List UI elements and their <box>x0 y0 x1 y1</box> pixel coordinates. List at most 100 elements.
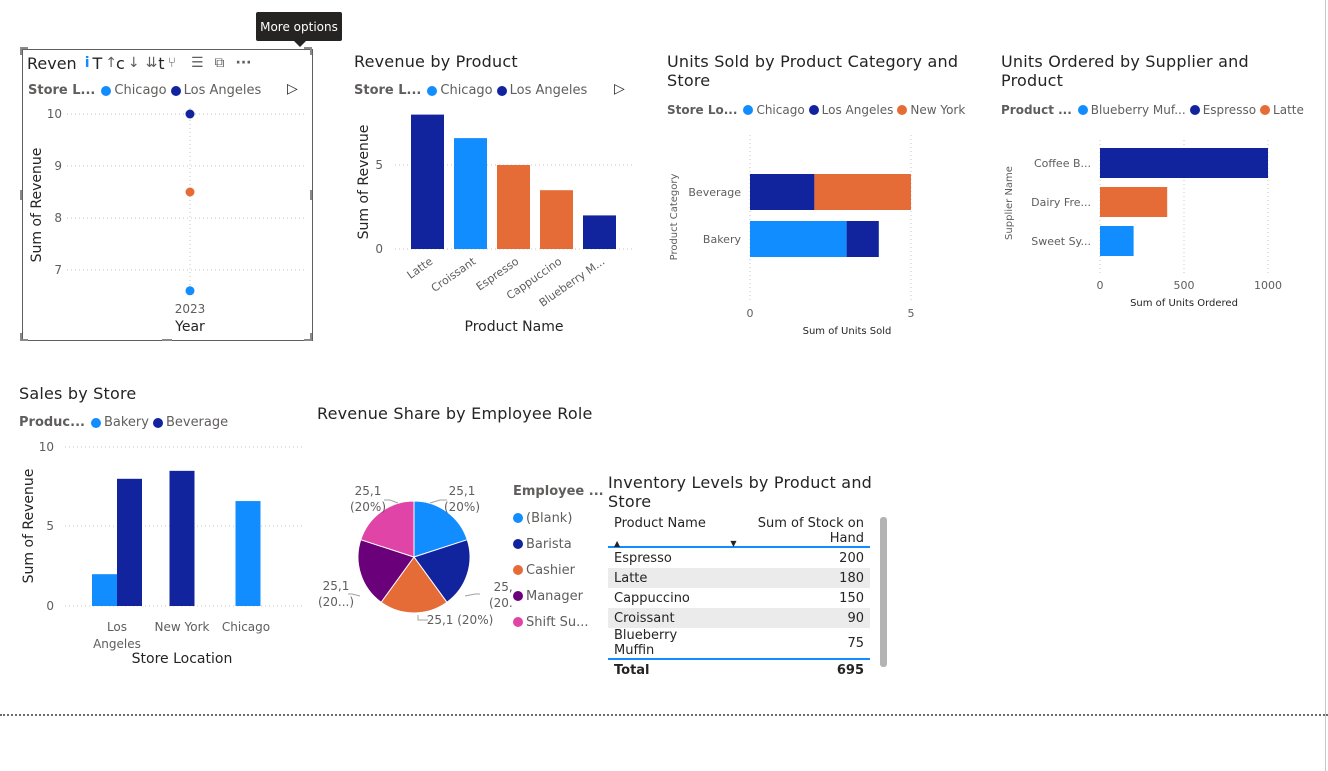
legend-item[interactable]: (Blank) <box>513 505 604 531</box>
legend-marker <box>427 85 438 96</box>
resize-handle[interactable] <box>20 190 22 200</box>
horizontal-bar-chart: Supplier Name Coffee B... Dairy Fre... Swe… <box>1004 140 1282 309</box>
scatter-points <box>185 109 195 296</box>
cell-stock: 150 <box>839 590 864 606</box>
legend-item[interactable]: Latte <box>1260 103 1304 117</box>
bar[interactable] <box>1100 148 1268 178</box>
table-row[interactable]: Espresso 200 <box>608 547 870 568</box>
info-icon[interactable]: i <box>84 55 90 71</box>
legend-item[interactable]: Cashier <box>513 557 604 583</box>
bar[interactable] <box>235 501 261 606</box>
visual-title: Revenue Share by Employee Role <box>317 404 593 423</box>
bar[interactable] <box>169 470 195 606</box>
column-header-product[interactable]: Product Name ▲ <box>614 516 706 548</box>
visual-header-toolbar: Reven i T ↑ c ↓ ⇊ t ⑂ ☰ ⧉ ··· <box>24 51 309 75</box>
column-header-stock[interactable]: Sum of Stock on Hand ▼ <box>730 516 864 548</box>
bar[interactable] <box>411 114 444 249</box>
legend-item[interactable]: Los Angeles <box>808 103 893 117</box>
y-tick-label: Dairy Fre... <box>1031 196 1091 209</box>
scatter-point[interactable] <box>185 187 195 197</box>
x-tick-label: New York <box>155 620 210 634</box>
visual-title: Units Ordered by Supplier and Product <box>1001 52 1249 90</box>
pie-slices <box>357 500 471 614</box>
visual-title-fragment: T <box>92 53 103 73</box>
legend-marker <box>513 539 523 549</box>
data-label: 25,1 <box>494 580 512 594</box>
filter-icon[interactable]: ☰ <box>190 55 204 71</box>
data-label: 25,1 <box>449 484 476 498</box>
bar[interactable] <box>1100 226 1134 256</box>
bar-segment[interactable] <box>750 221 847 257</box>
legend-item[interactable]: Chicago <box>743 103 805 117</box>
cell-product: Cappuccino <box>614 590 690 606</box>
page-edge-line <box>1325 0 1326 771</box>
legend-item[interactable]: New York <box>897 103 965 117</box>
bar[interactable] <box>117 478 142 606</box>
resize-handle[interactable] <box>304 47 312 49</box>
table-row[interactable]: Latte 180 <box>608 568 870 588</box>
legend-item[interactable]: Chicago <box>427 83 493 98</box>
bar[interactable] <box>497 165 530 249</box>
cell-stock: 180 <box>839 570 864 586</box>
drill-down-icon[interactable]: ↓ <box>127 55 140 71</box>
cell-stock: 75 <box>847 635 864 651</box>
resize-handle[interactable] <box>162 339 172 341</box>
table-row[interactable]: Blueberry Muffin 75 <box>608 628 870 659</box>
legend-item[interactable]: Blueberry Muf... <box>1077 103 1186 117</box>
bar[interactable] <box>583 215 616 249</box>
legend-item[interactable]: Beverage <box>152 415 228 430</box>
legend-item[interactable]: Manager <box>513 583 604 609</box>
y-tick-label: 5 <box>46 519 54 533</box>
legend-item[interactable]: Espresso <box>1189 103 1256 117</box>
resize-handle[interactable] <box>310 333 312 341</box>
bar-segment[interactable] <box>814 174 911 210</box>
table-row[interactable]: Cappuccino 150 <box>608 588 870 608</box>
y-tick-label: Beverage <box>688 186 741 199</box>
x-tick-label: 0 <box>1097 279 1104 292</box>
legend-item[interactable]: Los Angeles <box>170 83 261 98</box>
legend-item[interactable]: Bakery <box>90 415 149 430</box>
bar[interactable] <box>540 190 573 249</box>
resize-handle[interactable] <box>304 339 312 341</box>
legend-item[interactable]: Barista <box>513 531 604 557</box>
y-tick-label: Sweet Sy... <box>1031 235 1091 248</box>
drill-up-icon[interactable]: ↑ <box>105 55 118 71</box>
pie-slice[interactable] <box>380 556 448 614</box>
bar[interactable] <box>92 574 117 606</box>
more-options-icon[interactable]: ··· <box>235 55 252 71</box>
legend-next-icon[interactable]: ▷ <box>614 81 625 97</box>
sort-descending-icon: ▼ <box>730 539 737 548</box>
pie-slice[interactable] <box>413 500 468 558</box>
bar[interactable] <box>1100 187 1168 217</box>
legend-item[interactable]: Chicago <box>101 83 167 98</box>
chart-legend: Store Lo... Chicago Los Angeles New York <box>667 103 969 117</box>
resize-handle[interactable] <box>20 47 28 49</box>
visual-title: Sales by Store <box>19 384 137 403</box>
expand-all-icon[interactable]: ⇊ <box>145 55 158 71</box>
resize-handle[interactable] <box>20 333 22 341</box>
bar[interactable] <box>454 138 487 249</box>
legend-item[interactable]: Los Angeles <box>496 83 587 98</box>
expand-hierarchy-icon[interactable]: ⑂ <box>167 55 176 71</box>
cell-product: Croissant <box>614 610 675 626</box>
bar-segment[interactable] <box>846 221 879 257</box>
bar-segment[interactable] <box>750 174 815 210</box>
resize-handle[interactable] <box>20 339 28 341</box>
pie-slice[interactable] <box>413 539 471 604</box>
pie-slice[interactable] <box>360 500 415 558</box>
focus-mode-icon[interactable]: ⧉ <box>214 55 225 71</box>
legend-title: Produc... <box>19 415 85 430</box>
stacked-bar-chart: Product Category Beverage Bakery 0 5 Sum … <box>669 135 915 337</box>
table-row[interactable]: Croissant 90 <box>608 608 870 628</box>
scatter-point[interactable] <box>185 286 195 296</box>
scatter-point[interactable] <box>185 109 195 119</box>
resize-handle[interactable] <box>20 47 22 55</box>
pie-slice[interactable] <box>357 539 415 604</box>
legend-item[interactable]: Shift Su... <box>513 609 604 635</box>
resize-handle[interactable] <box>310 190 312 200</box>
pie-labels: 25,1 (20%) 25,1 (20...) 25,1 (20%) 25,1 (20...… <box>318 484 512 627</box>
table-scrollbar[interactable] <box>880 517 887 667</box>
resize-handle[interactable] <box>310 47 312 55</box>
legend-next-icon[interactable]: ▷ <box>287 81 298 97</box>
sort-ascending-icon: ▲ <box>614 539 621 548</box>
